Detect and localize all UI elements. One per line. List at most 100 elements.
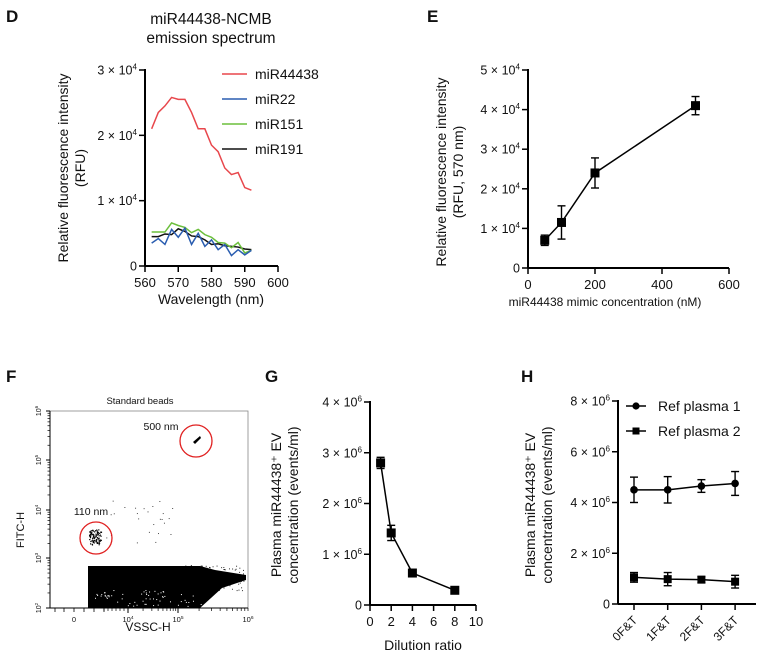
scatter-point	[208, 586, 210, 588]
scatter-point	[180, 584, 182, 586]
scatter-point	[191, 590, 193, 592]
data-point	[376, 458, 386, 468]
scatter-point	[195, 581, 197, 583]
scatter-point	[185, 566, 187, 568]
scatter-gap	[164, 595, 166, 597]
y-axis-title-line-1: (RFU)	[72, 149, 88, 187]
scatter-point	[243, 573, 244, 575]
scatter-point	[211, 571, 212, 573]
scatter-gap	[180, 594, 182, 596]
x-tick-label: 570	[167, 275, 189, 290]
scatter-point	[197, 589, 199, 591]
scatter-point	[241, 590, 243, 592]
scatter-point-110nm	[93, 535, 95, 537]
scatter-point	[159, 501, 161, 503]
scatter-point	[223, 566, 225, 568]
scatter-gap	[100, 595, 102, 597]
scatter-point-110nm	[93, 540, 96, 542]
scatter-point-110nm	[98, 537, 100, 539]
y-tick-label: 102	[34, 602, 43, 613]
scatter-gap	[127, 605, 129, 607]
data-point-circle	[663, 486, 672, 494]
x-tick-label: 400	[651, 277, 673, 292]
scatter-gap	[104, 592, 106, 594]
scatter-point-110nm	[95, 538, 98, 541]
y-tick-label: 2 × 104	[480, 181, 520, 196]
data-point-circle	[731, 479, 739, 488]
scatter-point-110nm	[98, 542, 101, 544]
panel-letter-g: G	[265, 367, 278, 386]
scatter-point	[185, 589, 187, 590]
scatter-point	[185, 565, 187, 567]
scatter-point-110nm	[89, 533, 92, 536]
y-tick-label: 3 × 104	[480, 142, 520, 157]
scatter-gap	[148, 594, 150, 596]
scatter-point	[210, 587, 212, 589]
scatter-gap	[200, 603, 202, 605]
scatter-gap	[103, 592, 105, 594]
scatter-point	[203, 574, 205, 576]
legend-label-miR191: miR191	[255, 141, 303, 157]
scatter-point	[148, 531, 150, 533]
x-tick-label: 590	[234, 275, 256, 290]
y-tick-label: 2 × 104	[97, 128, 137, 143]
y-tick-label: 104	[34, 504, 43, 515]
data-point-circle	[630, 486, 638, 494]
y-tick-label: 2 × 106	[322, 496, 362, 511]
y-axis-title-line-0: Plasma miR44438⁺ EV	[268, 432, 284, 577]
data-point	[540, 235, 550, 245]
scatter-gap	[192, 600, 194, 602]
scatter-point	[212, 579, 214, 581]
x-tick-label: 6	[430, 614, 437, 629]
scatter-point	[206, 567, 208, 569]
scatter-point	[195, 584, 197, 586]
scatter-point	[106, 537, 108, 539]
x-axis-title: Wavelength (nm)	[158, 291, 264, 307]
y-axis-title-line-0: Relative fluorescence intensity	[433, 77, 449, 266]
scatter-point	[135, 507, 137, 509]
scatter-point-110nm	[89, 534, 91, 536]
scatter-gap	[122, 593, 124, 595]
scatter-point	[228, 577, 230, 579]
legend-label: Ref plasma 2	[658, 423, 741, 439]
scatter-point	[113, 513, 115, 515]
scatter-point-110nm	[93, 541, 95, 543]
scatter-point-110nm	[90, 535, 92, 537]
scatter-point-110nm	[94, 536, 96, 538]
scatter-point	[229, 585, 231, 587]
scatter-point	[201, 565, 203, 567]
y-tick-label: 1 × 106	[322, 547, 362, 562]
x-tick-label: 0F&T	[609, 613, 640, 644]
x-tick-label: 1F&T	[643, 613, 674, 644]
scatter-gap	[162, 591, 164, 593]
data-line	[379, 462, 456, 591]
scatter-point	[210, 579, 212, 581]
scatter-point	[212, 566, 214, 568]
scatter-point	[188, 570, 190, 572]
scatter-point-110nm	[95, 536, 97, 538]
scatter-point	[183, 575, 185, 577]
legend-marker-square	[632, 427, 640, 435]
scatter-gap	[121, 598, 123, 600]
y-tick-label: 103	[34, 552, 43, 563]
scatter-point-110nm	[91, 530, 93, 532]
scatter-point	[240, 581, 242, 583]
scatter-gap	[145, 598, 147, 600]
scatter-point	[181, 580, 183, 582]
scatter-point-110nm	[89, 535, 91, 537]
scatter-point	[200, 588, 202, 590]
scatter-point	[225, 584, 227, 586]
scatter-point	[138, 518, 140, 520]
scatter-point	[136, 513, 138, 515]
scatter-point	[238, 589, 240, 591]
scatter-point	[168, 518, 170, 520]
scatter-point	[200, 565, 202, 567]
scatter-gap	[180, 601, 182, 603]
scatter-point	[226, 583, 228, 585]
scatter-point-110nm	[100, 535, 102, 537]
scatter-point	[244, 579, 246, 581]
panel-h-freeze-thaw: 0 2 × 106 4 × 106 6 × 106 8 × 106 0F&T 1F&T 2F&…	[522, 394, 756, 644]
scatter-point-110nm	[90, 531, 92, 533]
scatter-gap	[143, 591, 145, 593]
x-tick-label: 106	[242, 615, 253, 624]
